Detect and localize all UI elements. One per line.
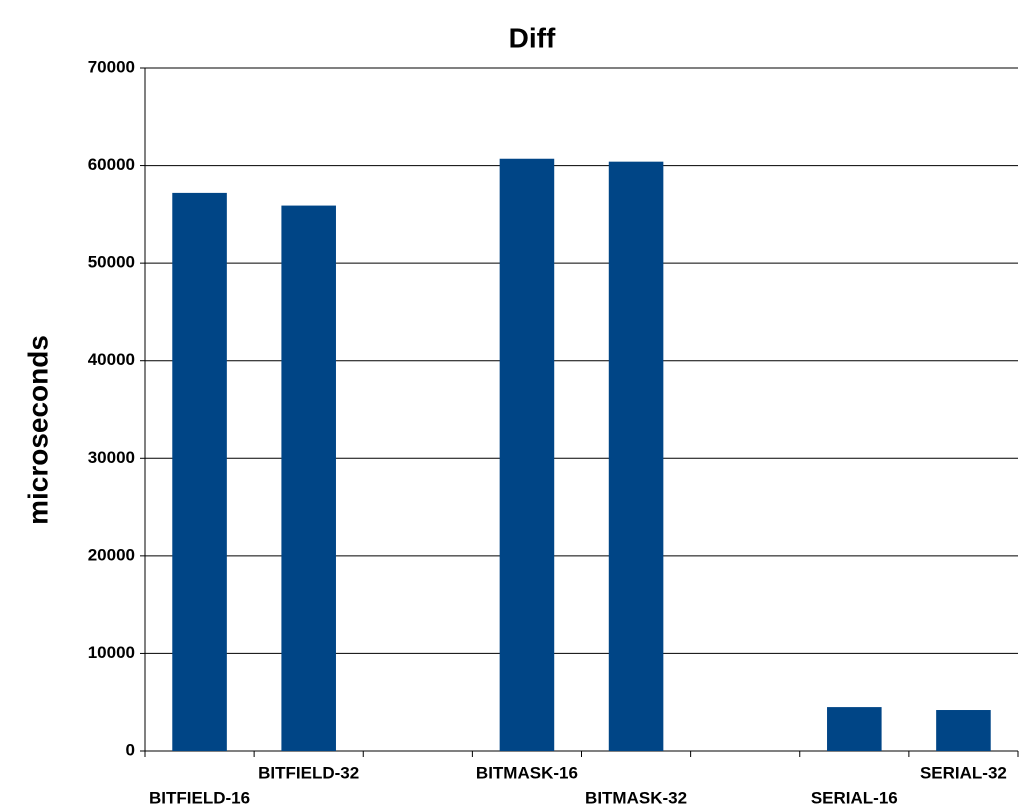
y-tick-label: 10000: [88, 643, 135, 662]
x-tick-label: SERIAL-16: [811, 788, 898, 807]
bar: [827, 707, 882, 751]
y-tick-label: 60000: [88, 155, 135, 174]
y-tick-label: 50000: [88, 253, 135, 272]
y-tick-label: 0: [126, 740, 135, 759]
y-tick-label: 70000: [88, 57, 135, 76]
x-tick-label: BITFIELD-32: [258, 763, 359, 782]
bar: [936, 710, 991, 751]
x-tick-label: BITMASK-32: [585, 788, 687, 807]
bar: [608, 161, 664, 751]
bar: [281, 205, 336, 752]
bar: [172, 192, 227, 752]
y-tick-label: 30000: [88, 448, 135, 467]
x-tick-label: BITFIELD-16: [149, 788, 250, 807]
y-tick-label: 40000: [88, 350, 135, 369]
y-tick-label: 20000: [88, 545, 135, 564]
bar: [499, 158, 555, 751]
x-tick-label: SERIAL-32: [920, 763, 1007, 782]
chart-title: Diff: [509, 22, 556, 53]
y-axis-label: microseconds: [22, 335, 53, 525]
x-tick-label: BITMASK-16: [476, 763, 578, 782]
